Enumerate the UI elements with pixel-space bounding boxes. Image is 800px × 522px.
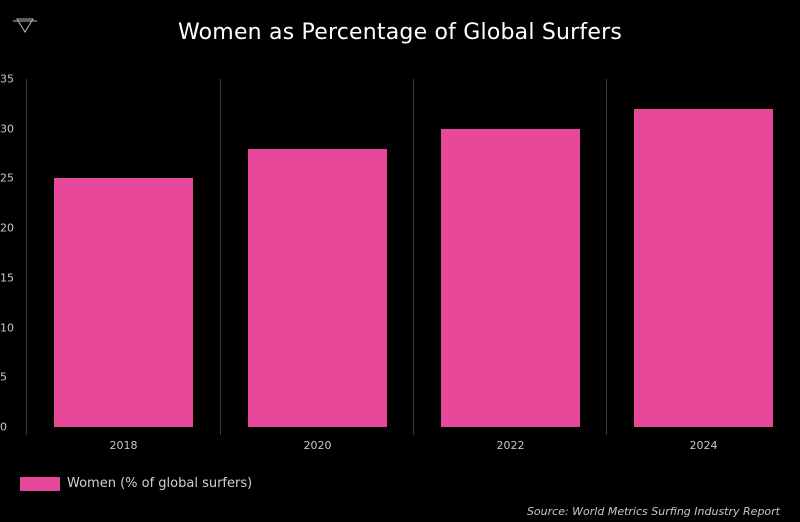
legend-label: Women (% of global surfers) [67,476,253,491]
y-tick-label: 5 [0,370,7,384]
y-tick-label: 15 [0,271,14,285]
legend: Women (% of global surfers) [20,476,252,491]
x-tick-label: 2024 [689,439,718,452]
y-tick-label: 10 [0,321,14,335]
x-tick-label: 2018 [109,439,138,452]
source-note: Source: World Metrics Surfing Industry R… [526,505,780,518]
bar-2018 [54,178,193,427]
category-separator [413,79,414,435]
category-separator [606,79,607,435]
category-separator [26,79,27,435]
y-tick-label: 25 [0,171,14,185]
y-tick-label: 35 [0,72,14,86]
bar-2022 [441,128,580,427]
bar-2020 [248,148,387,427]
y-tick-label: 30 [0,122,14,136]
category-separator [220,79,221,435]
alchemical-triangle-icon [13,18,37,33]
legend-swatch [20,476,60,491]
x-tick-label: 2022 [496,439,525,452]
x-tick-label: 2020 [303,439,332,452]
bar-2024 [634,108,773,427]
chart-title: Women as Percentage of Global Surfers [177,20,623,45]
y-tick-label: 0 [0,420,7,434]
y-tick-label: 20 [0,221,14,235]
